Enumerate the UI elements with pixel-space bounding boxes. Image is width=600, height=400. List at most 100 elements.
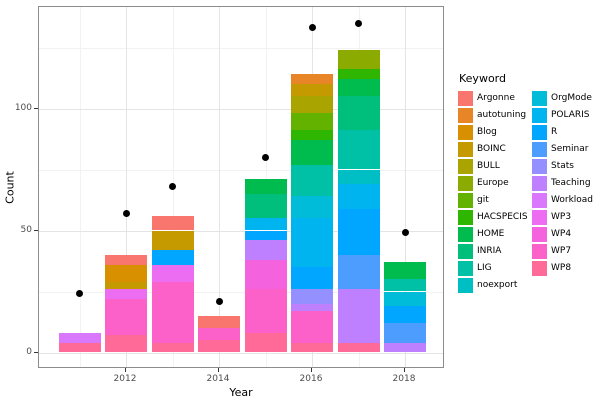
x-tick-label: 2018 [392, 374, 416, 384]
bar-segment-2016-HOME [291, 140, 333, 165]
bar-segment-2017-LIG [337, 130, 380, 170]
y-tick-label: 100 [14, 102, 32, 113]
legend-swatch [532, 108, 547, 123]
legend-swatch [458, 176, 473, 191]
bar-segment-2012-Blog [105, 264, 147, 282]
gridline-major [39, 352, 443, 354]
bar-segment-2014-WP7 [198, 328, 240, 341]
legend-label: WP3 [551, 212, 572, 222]
bar-segment-2016-Teaching [291, 303, 333, 311]
total-dot-2013 [169, 183, 176, 191]
bar-segment-2016-BOINC [291, 84, 333, 97]
bar-segment-2015-HOME [244, 179, 287, 194]
bar-segment-2017-Europe [337, 49, 380, 70]
legend-label: Stats [551, 161, 574, 171]
legend-item-Stats: Stats [532, 158, 593, 175]
bar-segment-2014-Argonne [198, 315, 240, 329]
bar-segment-2017-INRIA [337, 96, 380, 131]
legend-label: R [551, 127, 558, 137]
bar-segment-2011-WP8 [58, 342, 101, 353]
legend-columns: Argonne autotuning Blog BOINC BULL Europe git H… [458, 90, 600, 294]
bar-segment-2013-WP8 [151, 342, 194, 353]
x-tick-mark [218, 368, 219, 372]
legend-swatch [458, 159, 473, 174]
legend-item-git: git [458, 192, 532, 209]
gridline-minor [39, 47, 443, 49]
legend-item-noexport: noexport [458, 277, 532, 294]
bar-segment-2012-Argonne [105, 254, 147, 265]
legend-swatch [532, 210, 547, 225]
bar-segment-2017-Seminar [337, 254, 380, 290]
bar-segment-2014-WP8 [198, 340, 240, 353]
x-tick-mark [404, 368, 405, 372]
x-tick-label: 2016 [299, 374, 323, 384]
legend-label: HACSPECIS [477, 212, 528, 222]
legend-swatch [458, 91, 473, 106]
gridline-major [39, 108, 443, 110]
legend-label: BULL [477, 161, 500, 171]
bar-segment-2017-Teaching [337, 289, 380, 343]
legend-item-INRIA: INRIA [458, 243, 532, 260]
y-tick-label: 50 [20, 224, 32, 235]
bar-segment-2016-HACSPECIS [291, 130, 333, 141]
bar-segment-2012-WP3 [105, 289, 147, 299]
y-tick-mark [34, 351, 38, 353]
legend-swatch [458, 210, 473, 225]
legend-item-BOINC: BOINC [458, 141, 532, 158]
bar-segment-2016-WP8 [291, 342, 333, 353]
legend-item-HACSPECIS: HACSPECIS [458, 209, 532, 226]
bar-segment-2015-WP4 [244, 259, 287, 290]
legend-swatch [458, 125, 473, 140]
total-dot-2015 [262, 153, 269, 161]
legend-column-1: Argonne autotuning Blog BOINC BULL Europe git H… [458, 90, 532, 294]
total-dot-2017 [355, 19, 362, 27]
total-dot-2011 [76, 290, 83, 298]
legend-label: Teaching [551, 178, 591, 188]
legend-label: INRIA [477, 246, 502, 256]
bar-segment-2016-OrgMode [291, 196, 333, 219]
legend-item-WP7: WP7 [532, 243, 593, 260]
x-tick-mark [125, 368, 126, 372]
legend-label: LIG [477, 263, 492, 273]
legend-item-HOME: HOME [458, 226, 532, 243]
bar-segment-2015-POLARIS [244, 218, 287, 231]
bar-segment-2017-POLARIS [337, 184, 380, 209]
total-dot-2018 [401, 229, 409, 237]
bar-segment-2018-HOME [384, 262, 426, 280]
bar-segment-2018-Teaching [384, 342, 426, 353]
legend-label: WP7 [551, 246, 572, 256]
plot-panel [38, 6, 444, 368]
legend-title: Keyword [459, 72, 506, 85]
bar-segment-2013-R [151, 250, 194, 265]
legend-label: BOINC [477, 144, 506, 154]
x-axis-title: Year [229, 386, 253, 399]
bar-segment-2017-HOME [337, 79, 380, 97]
bar-segment-2012-BOINC [105, 281, 147, 290]
bar-segment-2016-autotuning [291, 74, 333, 85]
bar-segment-2018-Seminar [384, 323, 426, 343]
legend-swatch [532, 244, 547, 259]
legend-item-OrgMode: OrgMode [532, 90, 593, 107]
bar-segment-2016-BULL [291, 96, 333, 114]
y-tick-mark [34, 229, 38, 231]
legend-swatch [458, 261, 473, 276]
bar-segment-2016-git [291, 113, 333, 131]
legend-label: noexport [477, 280, 518, 290]
legend-item-WP8: WP8 [532, 260, 593, 277]
legend-item-autotuning: autotuning [458, 107, 532, 124]
legend-item-Seminar: Seminar [532, 141, 593, 158]
bar-segment-2018-LIG [384, 279, 426, 292]
gridline-major [126, 7, 127, 367]
bar-segment-2012-WP7 [105, 298, 147, 336]
legend-label: HOME [477, 229, 505, 239]
bar-segment-2017-HACSPECIS [337, 69, 380, 80]
total-dot-2012 [122, 209, 130, 217]
legend-column-2: OrgMode POLARIS R Seminar Stats Teaching Workl… [532, 90, 593, 294]
legend-label: Europe [477, 178, 509, 188]
bar-segment-2013-Argonne [151, 215, 194, 231]
bar-segment-2018-OrgMode [384, 291, 426, 307]
legend-item-Workload: Workload [532, 192, 593, 209]
legend-item-POLARIS: POLARIS [532, 107, 593, 124]
y-tick-label: 0 [26, 346, 32, 357]
